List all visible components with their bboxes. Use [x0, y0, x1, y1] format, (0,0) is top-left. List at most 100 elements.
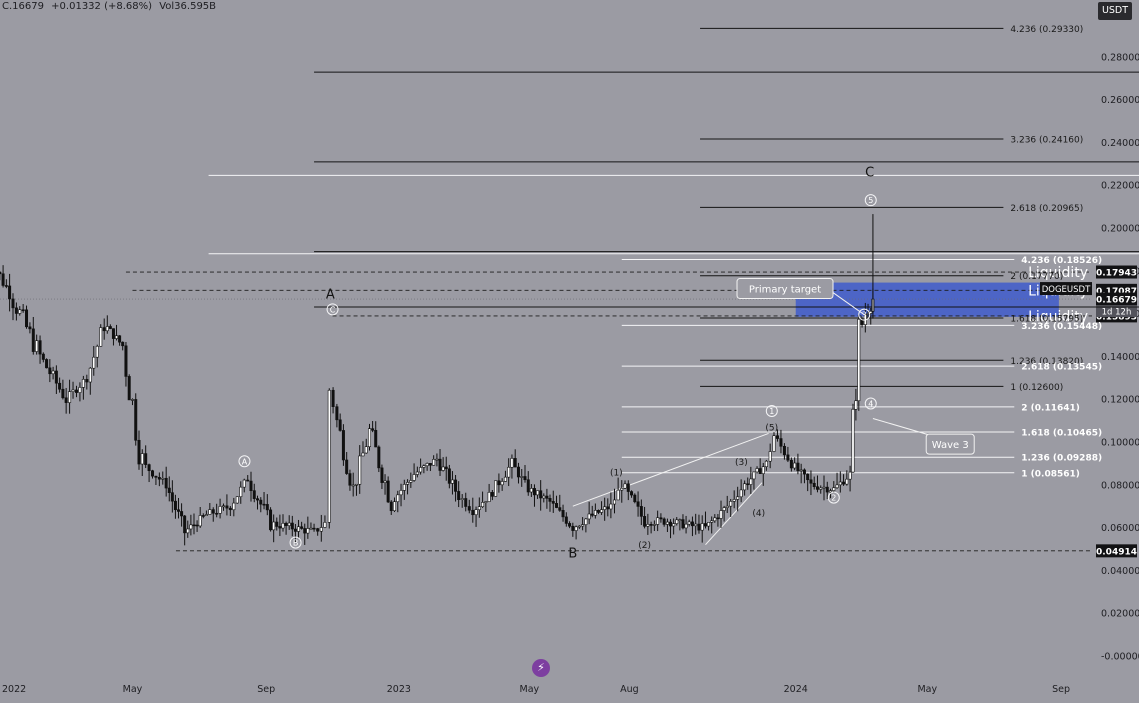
wave-marker-label: 3	[862, 311, 867, 320]
candle	[147, 464, 151, 472]
candle	[561, 510, 565, 518]
x-tick-label: May	[123, 684, 143, 695]
candle	[725, 505, 729, 508]
price-tag	[1096, 265, 1137, 279]
candle	[130, 399, 134, 401]
wave-marker-label: 5	[868, 196, 873, 205]
candle	[435, 458, 439, 461]
candle	[510, 458, 514, 468]
candle	[78, 387, 82, 393]
x-tick-label: Sep	[1052, 684, 1070, 695]
candle	[252, 490, 256, 499]
candle	[327, 389, 331, 523]
candle	[374, 429, 378, 448]
candle	[297, 526, 301, 532]
candle	[746, 483, 750, 486]
candle	[161, 477, 165, 480]
candle	[822, 486, 826, 489]
candle	[4, 285, 8, 287]
candle	[687, 521, 691, 525]
wave-marker	[765, 404, 778, 417]
candle	[786, 454, 790, 461]
candle	[681, 519, 685, 529]
candle	[412, 474, 416, 481]
candle	[829, 490, 833, 493]
candle	[532, 488, 536, 496]
candle	[21, 309, 25, 312]
x-tick-label: 2022	[2, 684, 26, 695]
candle	[235, 496, 239, 504]
candle	[694, 523, 698, 527]
candle	[832, 487, 836, 491]
candle	[242, 479, 246, 488]
candle	[662, 518, 666, 525]
fib-level-label: 3.236 (0.15448)	[1021, 322, 1102, 332]
candle	[144, 453, 148, 465]
candle	[28, 326, 32, 330]
candle	[111, 328, 115, 339]
candle	[700, 523, 704, 531]
wave-marker-label: 4	[868, 399, 873, 408]
candle	[490, 492, 494, 497]
candle	[368, 428, 372, 448]
candle	[665, 521, 669, 525]
candle	[626, 483, 630, 492]
volume-value: Vol36.595B	[159, 1, 217, 12]
candle	[749, 478, 753, 485]
candle	[636, 501, 640, 507]
candle	[590, 513, 594, 516]
candle	[526, 479, 530, 493]
y-tick-label: 0.04000	[1101, 566, 1139, 577]
candle	[719, 510, 723, 519]
candle	[630, 491, 634, 496]
candle	[402, 484, 406, 491]
candle	[603, 506, 607, 510]
candle	[239, 486, 243, 498]
symbol-tag	[1040, 282, 1092, 296]
candle	[690, 521, 694, 527]
candle	[802, 469, 806, 475]
currency-button[interactable]: USDT	[1098, 2, 1132, 20]
candle	[428, 463, 432, 466]
fib-level-label: 1 (0.08561)	[1021, 469, 1080, 479]
candle	[61, 388, 65, 399]
candle	[425, 463, 429, 467]
candle	[729, 501, 733, 507]
candle	[806, 473, 810, 481]
candle	[464, 498, 468, 507]
candle	[0, 271, 2, 275]
candle	[484, 501, 488, 503]
trend-line	[572, 432, 769, 507]
wave-marker	[289, 536, 302, 549]
candle	[221, 505, 225, 508]
y-tick-label: 0.22000	[1101, 181, 1139, 192]
candle	[736, 496, 740, 500]
candle	[383, 480, 387, 483]
callout-box	[925, 433, 975, 455]
candle	[609, 503, 613, 510]
candle	[335, 406, 339, 421]
wave-label: (4)	[752, 509, 765, 519]
callout-label: Primary target	[749, 285, 821, 296]
x-tick-label: Aug	[620, 684, 639, 695]
candle	[716, 517, 720, 520]
x-tick-label: 2023	[387, 684, 411, 695]
candle	[54, 370, 58, 384]
candle	[204, 514, 208, 516]
lightning-bolt-icon[interactable]: ⚡	[532, 659, 550, 677]
candle	[812, 482, 816, 487]
candle	[25, 309, 29, 328]
candle	[167, 487, 171, 493]
close-value: C.16679	[2, 1, 44, 12]
candle	[389, 501, 393, 512]
candle	[124, 345, 128, 377]
wave-marker-label: B	[293, 539, 299, 548]
candle	[500, 481, 504, 486]
callout-pointer	[832, 292, 865, 316]
candle	[477, 506, 481, 510]
price-tag-label: 0.17087	[1096, 287, 1137, 297]
candle	[593, 510, 597, 516]
